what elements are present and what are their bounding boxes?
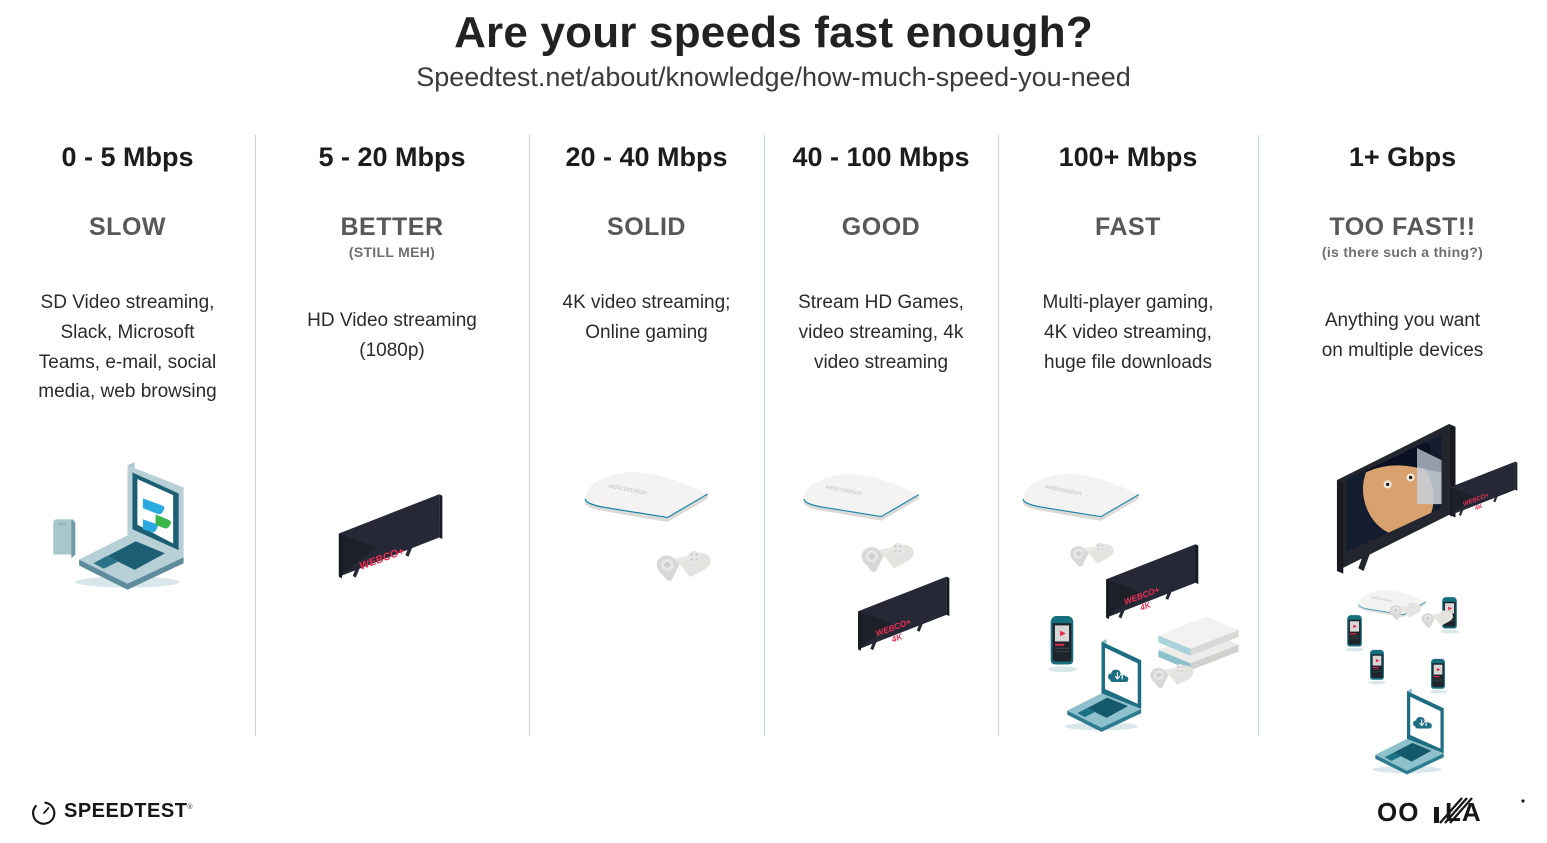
svg-text:OO: OO <box>1377 797 1419 827</box>
